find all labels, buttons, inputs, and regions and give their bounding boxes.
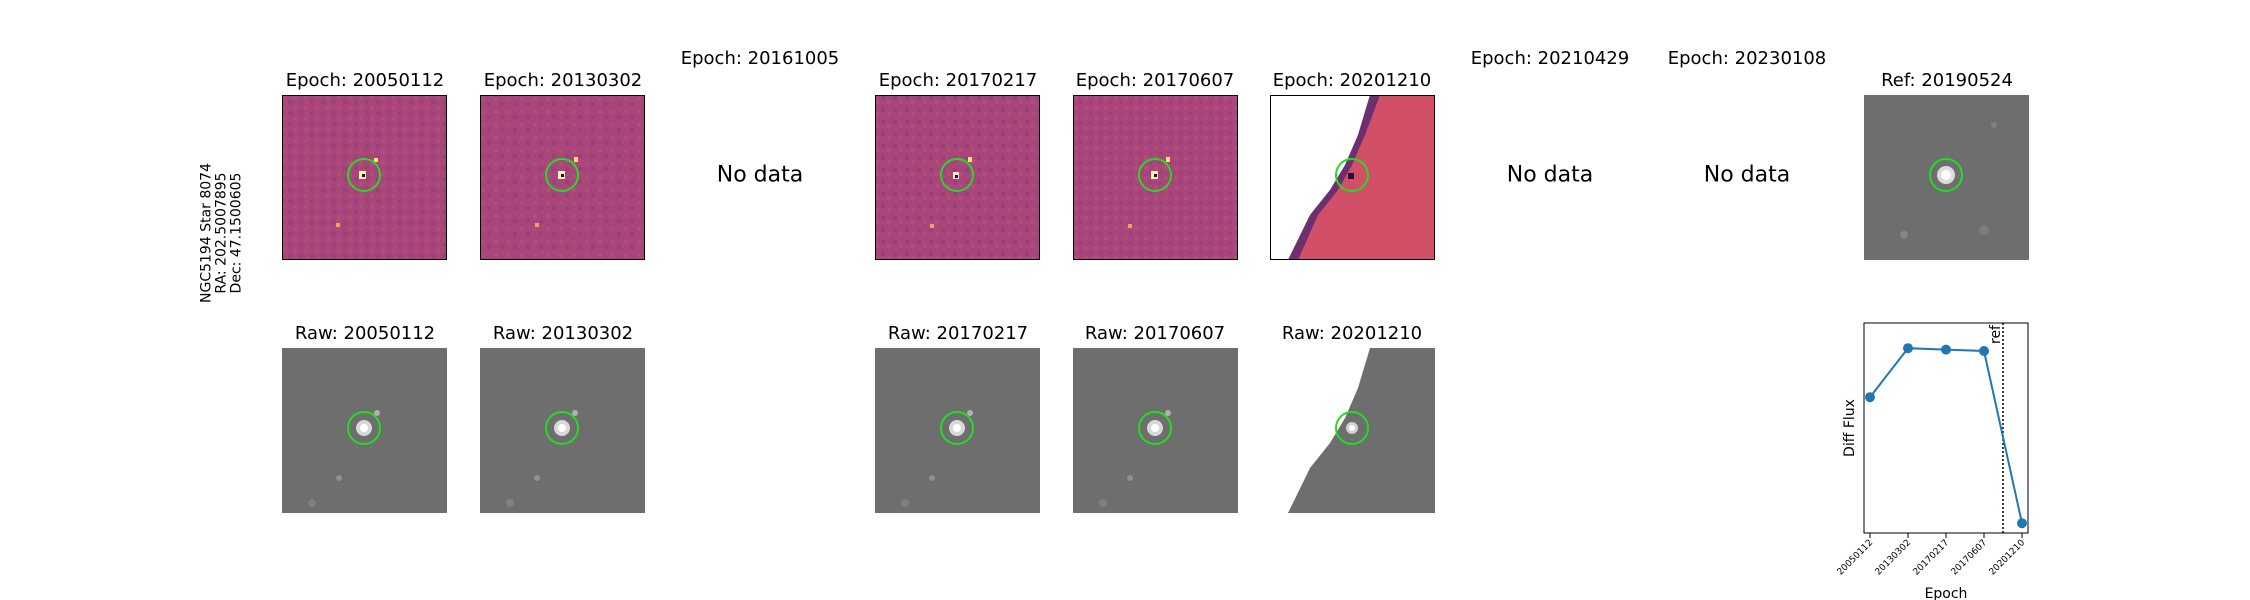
raw-image-panel xyxy=(282,348,447,513)
diff-image-panel xyxy=(480,95,645,260)
epoch-title-7: Epoch: 20210429 xyxy=(1470,48,1630,69)
epoch-title-8: Epoch: 20230108 xyxy=(1667,48,1827,69)
reference-line-label: ref xyxy=(1988,324,2004,344)
no-data-label: No data xyxy=(1506,162,1594,188)
ref-title: Ref: 20190524 xyxy=(1881,70,2013,91)
raw-image-panel xyxy=(480,348,645,513)
data-point xyxy=(1903,343,1913,354)
data-point xyxy=(1941,344,1951,355)
diff-image-panel xyxy=(1073,95,1238,260)
diff-image-panel xyxy=(875,95,1040,260)
reference-image-panel xyxy=(1864,95,2029,260)
raw-image-panel xyxy=(875,348,1040,513)
x-tick-label: 20050112 xyxy=(1836,538,1875,577)
raw-image-panel-partial xyxy=(1270,348,1435,513)
y-axis-label: Diff Flux xyxy=(1842,399,1858,457)
data-point xyxy=(1865,392,1875,403)
no-data-label: No data xyxy=(1703,162,1791,188)
no-data-label: No data xyxy=(716,162,804,188)
epoch-title-4: Epoch: 20170217 xyxy=(878,70,1038,91)
raw-title-5: Raw: 20201210 xyxy=(1281,323,1423,344)
epoch-title-3: Epoch: 20161005 xyxy=(680,48,840,69)
data-point xyxy=(1979,346,1989,356)
x-axis-label: Epoch xyxy=(1925,586,1968,600)
epoch-title-1: Epoch: 20050112 xyxy=(285,70,445,91)
raw-title-3: Raw: 20170217 xyxy=(887,323,1029,344)
raw-title-4: Raw: 20170607 xyxy=(1084,323,1226,344)
x-tick-label: 20170217 xyxy=(1912,538,1951,577)
diff-image-panel xyxy=(282,95,447,260)
x-tick-label: 20201210 xyxy=(1988,538,2028,578)
raw-title-2: Raw: 20130302 xyxy=(492,323,634,344)
diff-image-panel-partial xyxy=(1270,95,1435,260)
epoch-title-5: Epoch: 20170607 xyxy=(1075,70,1235,91)
epoch-title-2: Epoch: 20130302 xyxy=(483,70,643,91)
series-line xyxy=(1869,347,2023,524)
raw-title-1: Raw: 20050112 xyxy=(294,323,436,344)
data-point xyxy=(2017,518,2027,529)
x-tick-label: 20130302 xyxy=(1874,538,1913,577)
epoch-title-6: Epoch: 20201210 xyxy=(1272,70,1432,91)
x-tick-label: 20170607 xyxy=(1950,538,1989,577)
raw-image-panel xyxy=(1073,348,1238,513)
